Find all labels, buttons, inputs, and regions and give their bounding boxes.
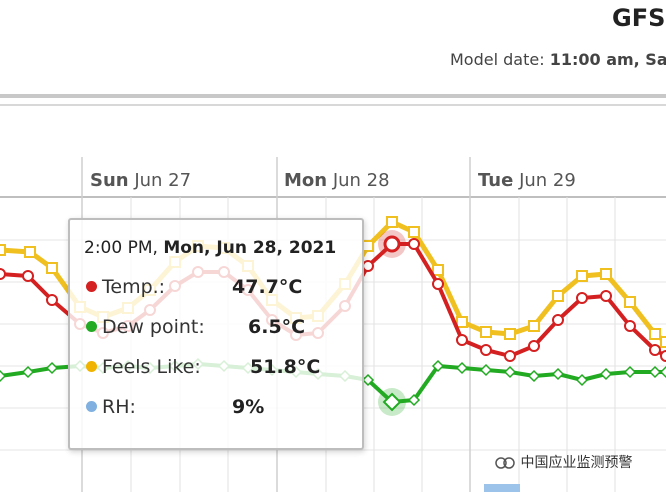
- feels-like-point: [408, 226, 420, 238]
- day-header-date: Jun 28: [332, 170, 390, 191]
- header-divider: [0, 94, 666, 98]
- feels-like-point: [0, 244, 6, 256]
- feels-like-point: [432, 264, 444, 276]
- rh-dot-icon: [86, 400, 97, 412]
- dew-point-point: [431, 359, 445, 373]
- temp-dot-icon: [86, 280, 97, 292]
- temperature-point: [576, 292, 588, 304]
- model-date-label: Model date:: [450, 50, 545, 69]
- temperature-highlight-point: [383, 235, 401, 253]
- dew-point-point: [623, 365, 637, 379]
- day-header-dow: Sun: [90, 170, 129, 191]
- feels-like-point: [504, 328, 516, 340]
- feels-like-point: [528, 320, 540, 332]
- temperature-point: [432, 278, 444, 290]
- dew-point-point: [659, 365, 666, 379]
- wechat-logo-icon: [495, 457, 515, 469]
- dew-point-point: [503, 365, 517, 379]
- tooltip-label: RH:: [102, 396, 136, 418]
- day-header-dow: Tue: [478, 170, 514, 191]
- tooltip-value: 47.7°C: [232, 276, 303, 298]
- tooltip-title: 2:00 PM, Mon, Jun 28, 2021: [84, 238, 336, 258]
- feels-like-point: [46, 262, 58, 274]
- tooltip-row-rh: RH: 9%: [86, 396, 264, 426]
- temperature-point: [552, 314, 564, 326]
- day-header-tue: Tue Jun 29: [478, 170, 576, 191]
- temperature-point: [456, 334, 468, 346]
- day-header-dow: Mon: [284, 170, 328, 191]
- tooltip-time: 2:00 PM,: [84, 238, 158, 258]
- dew-point-point: [648, 365, 662, 379]
- header-divider-thin: [0, 104, 666, 106]
- dew-point-point: [479, 363, 493, 377]
- temperature-point: [0, 268, 6, 280]
- temperature-point: [504, 350, 516, 362]
- feels-dot-icon: [86, 360, 97, 372]
- tooltip-value: 51.8°C: [250, 356, 321, 378]
- tooltip-date: Mon, Jun 28, 2021: [163, 238, 337, 258]
- watermark-text: 中国应业监测预警: [520, 455, 633, 471]
- temperature-point: [46, 294, 58, 306]
- tooltip-value: 9%: [232, 396, 265, 418]
- day-header-date: Jun 29: [519, 170, 576, 191]
- tooltip-row-dew: Dew point: 6.5°C: [86, 316, 305, 346]
- dew-point-point: [551, 367, 565, 381]
- feels-like-point: [386, 216, 398, 228]
- feels-like-point: [480, 326, 492, 338]
- dew-point-point: [21, 365, 35, 379]
- temperature-point: [624, 320, 636, 332]
- temperature-point: [528, 340, 540, 352]
- day-header-date: Jun 27: [134, 170, 192, 191]
- tooltip-label: Temp.:: [102, 276, 166, 298]
- temperature-point: [600, 290, 612, 302]
- temperature-point: [362, 260, 374, 272]
- feels-like-point: [362, 240, 374, 252]
- dew-dot-icon: [86, 320, 97, 332]
- model-date: Model date: 11:00 am, Sa: [450, 50, 666, 69]
- dew-point-point: [599, 367, 613, 381]
- model-date-value: 11:00 am, Sa: [549, 50, 666, 69]
- dew-point-point: [0, 369, 7, 383]
- feels-like-point: [624, 296, 636, 308]
- dew-point-point: [361, 373, 375, 387]
- feels-like-point: [456, 316, 468, 328]
- feels-like-point: [24, 246, 36, 258]
- tooltip-label: Dew point:: [102, 316, 205, 338]
- dew-point-point: [45, 361, 59, 375]
- watermark: 中国应业监测预警: [494, 452, 632, 472]
- day-header-mon: Mon Jun 28: [284, 170, 390, 191]
- dew-point-point: [455, 361, 469, 375]
- temperature-point: [649, 344, 661, 356]
- feels-like-point: [649, 328, 661, 340]
- dew-point-point: [575, 373, 589, 387]
- feels-like-point: [660, 336, 666, 348]
- temperature-point: [22, 270, 34, 282]
- feels-like-point: [600, 268, 612, 280]
- dew-point-highlight-point: [382, 392, 402, 412]
- tooltip-row-temp: Temp.: 47.7°C: [86, 276, 302, 306]
- tooltip-row-feels: Feels Like: 51.8°C: [86, 356, 320, 386]
- feels-like-point: [576, 270, 588, 282]
- rh-bar: [484, 484, 520, 492]
- page-title: GFS: [612, 4, 666, 32]
- feels-like-point: [552, 290, 564, 302]
- data-tooltip: 2:00 PM, Mon, Jun 28, 2021 Temp.: 47.7°C…: [68, 218, 364, 450]
- temperature-point: [660, 350, 666, 362]
- dew-point-point: [527, 369, 541, 383]
- tooltip-value: 6.5°C: [248, 316, 306, 338]
- dew-point-point: [407, 393, 421, 407]
- temperature-point: [480, 344, 492, 356]
- day-header-sun: Sun Jun 27: [90, 170, 191, 191]
- temperature-point: [408, 238, 420, 250]
- tooltip-label: Feels Like:: [102, 356, 201, 378]
- header: GFS Model date: 11:00 am, Sa: [0, 0, 666, 96]
